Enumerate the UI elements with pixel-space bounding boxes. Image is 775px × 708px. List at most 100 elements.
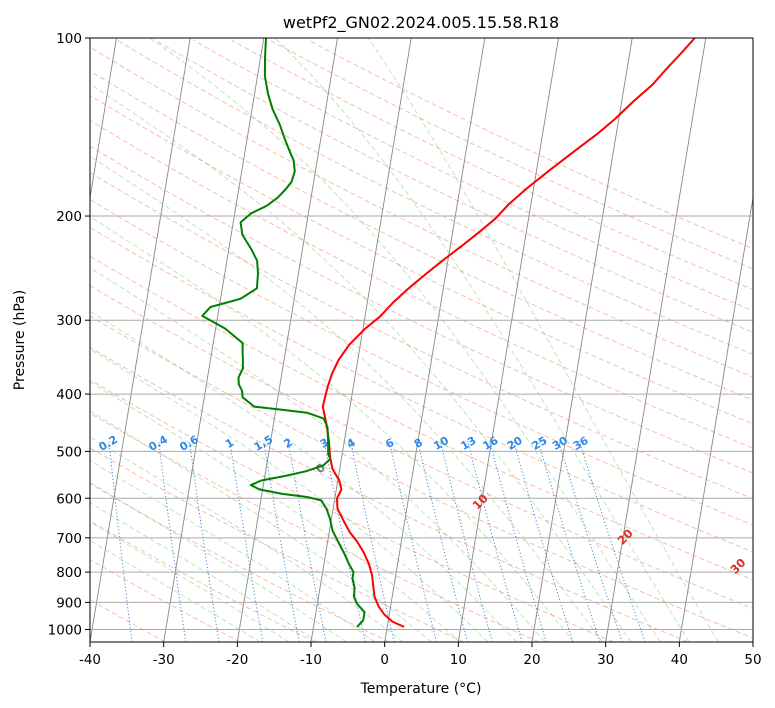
moist-adiabat <box>149 38 661 642</box>
moist-adiabat <box>90 410 432 642</box>
y-axis-label: Pressure (hPa) <box>12 290 28 390</box>
x-tick-label: -10 <box>300 652 322 668</box>
mixing-ratio-label: 10 <box>431 434 451 453</box>
mixing-ratio-label: 0.4 <box>147 433 171 454</box>
isotherm <box>236 38 338 642</box>
moist-adiabat <box>90 539 261 642</box>
moist-adiabat <box>90 459 376 642</box>
mixing-ratio-line <box>287 440 327 642</box>
moist-adiabat <box>90 481 347 642</box>
y-tick-label: 800 <box>56 565 82 581</box>
mixing-ratio-line <box>323 440 366 642</box>
x-tick-label: 0 <box>380 652 389 668</box>
dry-adiabat <box>90 198 753 526</box>
isotherm <box>310 38 412 642</box>
moist-adiabat <box>90 216 574 642</box>
y-tick-label: 600 <box>56 491 82 507</box>
mixing-ratio-line <box>467 440 523 642</box>
moist-adiabat <box>90 502 319 642</box>
y-tick-label: 500 <box>56 444 82 460</box>
mixing-ratio-label: 6 <box>383 436 396 451</box>
dry-adiabat <box>90 145 753 474</box>
dry-adiabat <box>90 226 753 553</box>
mixing-ratio-line <box>262 440 300 642</box>
dry-adiabat <box>90 284 753 610</box>
x-tick-label: 30 <box>597 652 614 668</box>
dry-adiabat <box>90 119 753 449</box>
y-tick-label: 1000 <box>48 622 82 638</box>
y-tick-label: 700 <box>56 531 82 547</box>
x-tick-label: 50 <box>744 652 761 668</box>
isotherm <box>605 38 707 642</box>
moist-adiabat <box>90 348 489 642</box>
x-tick-label: 10 <box>450 652 467 668</box>
isotherm <box>90 38 191 642</box>
moist-adiabat <box>90 436 404 642</box>
mixing-ratio-line <box>489 440 547 642</box>
isotherm <box>678 194 753 642</box>
mixing-ratio-line <box>537 440 601 642</box>
isotherm <box>384 38 486 642</box>
temperature-line <box>321 38 696 628</box>
dry-adiabat <box>90 171 753 500</box>
dry-adiabat <box>90 379 614 642</box>
x-tick-label: -30 <box>153 652 175 668</box>
moist-adiabat <box>90 521 290 642</box>
dry-adiabat <box>231 39 753 291</box>
y-tick-label: 900 <box>56 595 82 611</box>
mixing-ratio-label: 4 <box>344 436 357 451</box>
mixing-ratio-label: 36 <box>571 434 591 453</box>
mixing-ratio-label: 30 <box>550 434 570 453</box>
moist-adiabat <box>274 38 690 642</box>
mixing-ratio-label: 1 <box>223 436 236 451</box>
dry-adiabat <box>308 39 753 250</box>
mixing-ratio-label: 8 <box>412 436 425 451</box>
dewpoint-line <box>201 38 366 628</box>
dry-adiabat <box>90 483 390 642</box>
moist-adiabat <box>90 83 632 642</box>
axes: -40 -30 -20 -10 0 10 20 30 40 5010020030040050060… <box>48 31 762 668</box>
background-lines <box>90 38 753 642</box>
mixing-ratio-line <box>513 440 574 642</box>
x-tick-label: 40 <box>671 652 688 668</box>
mixing-ratio-label: 0.2 <box>97 433 120 454</box>
dry-adiabat <box>90 447 465 642</box>
dry-adiabat <box>155 39 753 333</box>
mixing-ratio-line <box>439 440 493 642</box>
isotherm <box>752 639 753 642</box>
y-tick-label: 200 <box>56 209 82 225</box>
x-tick-label: 20 <box>523 652 540 668</box>
dry-adiabat <box>90 46 753 378</box>
moist-adiabat <box>90 155 603 642</box>
mixing-ratio-line <box>188 440 220 642</box>
dry-adiabat <box>90 315 753 639</box>
x-axis-label: Temperature (°C) <box>360 681 482 697</box>
dry-adiabat <box>90 346 689 642</box>
moist-adiabat <box>367 38 719 642</box>
moist-adiabat <box>90 310 517 642</box>
y-tick-label: 400 <box>56 387 82 403</box>
isotherm <box>457 38 559 642</box>
x-tick-label: -20 <box>226 652 248 668</box>
mixing-ratio-line <box>158 440 187 642</box>
isotherm <box>531 38 633 642</box>
chart-title: wetPf2_GN02.2024.005.15.58.R18 <box>283 13 559 33</box>
profile-lines <box>201 38 696 628</box>
mixing-ratio-line <box>108 440 133 642</box>
dry-adiabat <box>269 39 753 270</box>
dry-adiabat <box>90 255 753 581</box>
moist-adiabat-label: 30 <box>727 555 748 576</box>
mixing-ratio-label: 13 <box>459 434 479 453</box>
y-tick-label: 300 <box>56 313 82 329</box>
isotherm <box>163 38 265 642</box>
dry-adiabat <box>90 70 753 401</box>
y-tick-label: 100 <box>56 31 82 47</box>
dry-adiabat <box>90 94 753 425</box>
dry-adiabat <box>116 39 753 355</box>
x-tick-label: -40 <box>79 652 101 668</box>
mixing-ratio-line <box>558 440 623 642</box>
plot-frame <box>89 37 754 643</box>
mixing-ratio-label: 20 <box>505 434 525 453</box>
dry-adiabat <box>90 412 540 642</box>
